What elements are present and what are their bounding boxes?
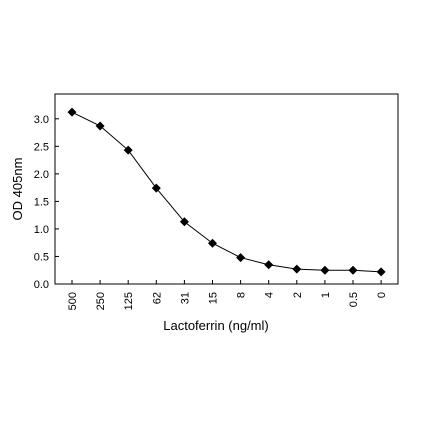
plot-frame xyxy=(54,93,399,285)
y-tick-label: 2.5 xyxy=(34,141,49,153)
series-line xyxy=(71,111,382,273)
x-tick-label: 500 xyxy=(67,292,79,310)
x-tick-label: 250 xyxy=(95,292,107,310)
x-axis-label: Lactoferrin (ng/ml) xyxy=(163,318,268,333)
x-tick-label: 2 xyxy=(292,292,304,298)
y-tick-label: 0.0 xyxy=(34,279,49,291)
data-point xyxy=(208,238,217,248)
x-tick-label: 15 xyxy=(208,292,220,304)
x-tick-label: 1 xyxy=(320,292,332,298)
data-point xyxy=(67,107,77,117)
y-axis-ticks: 0.0 0.5 1.0 1.5 2.0 2.5 3.0 xyxy=(34,114,59,291)
data-point xyxy=(179,217,189,227)
series-layer xyxy=(67,107,386,277)
data-point xyxy=(236,253,246,263)
data-point xyxy=(292,264,302,274)
x-tick-label: 125 xyxy=(123,292,135,310)
y-tick-label: 1.5 xyxy=(34,196,49,208)
data-point xyxy=(123,145,133,155)
data-point xyxy=(95,121,105,131)
y-tick-label: 3.0 xyxy=(34,114,49,126)
y-tick-label: 0.5 xyxy=(34,251,49,263)
data-point xyxy=(320,265,330,275)
x-tick-label: 4 xyxy=(264,292,276,298)
x-tick-label: 62 xyxy=(151,292,163,304)
y-tick-label: 2.0 xyxy=(34,169,49,181)
data-point xyxy=(151,183,161,193)
x-tick-label: 8 xyxy=(236,292,248,298)
y-axis-label: OD 405nm xyxy=(10,158,25,221)
data-point xyxy=(376,267,386,277)
x-tick-label: 0.5 xyxy=(348,292,360,307)
x-tick-label: 31 xyxy=(179,292,191,304)
y-tick-label: 1.0 xyxy=(34,224,49,236)
data-point xyxy=(264,260,274,270)
x-tick-label: 0 xyxy=(376,292,388,298)
x-axis-ticks: 500 250 125 62 31 15 8 4 2 1 0.5 0 xyxy=(67,280,388,310)
data-point xyxy=(348,265,358,275)
